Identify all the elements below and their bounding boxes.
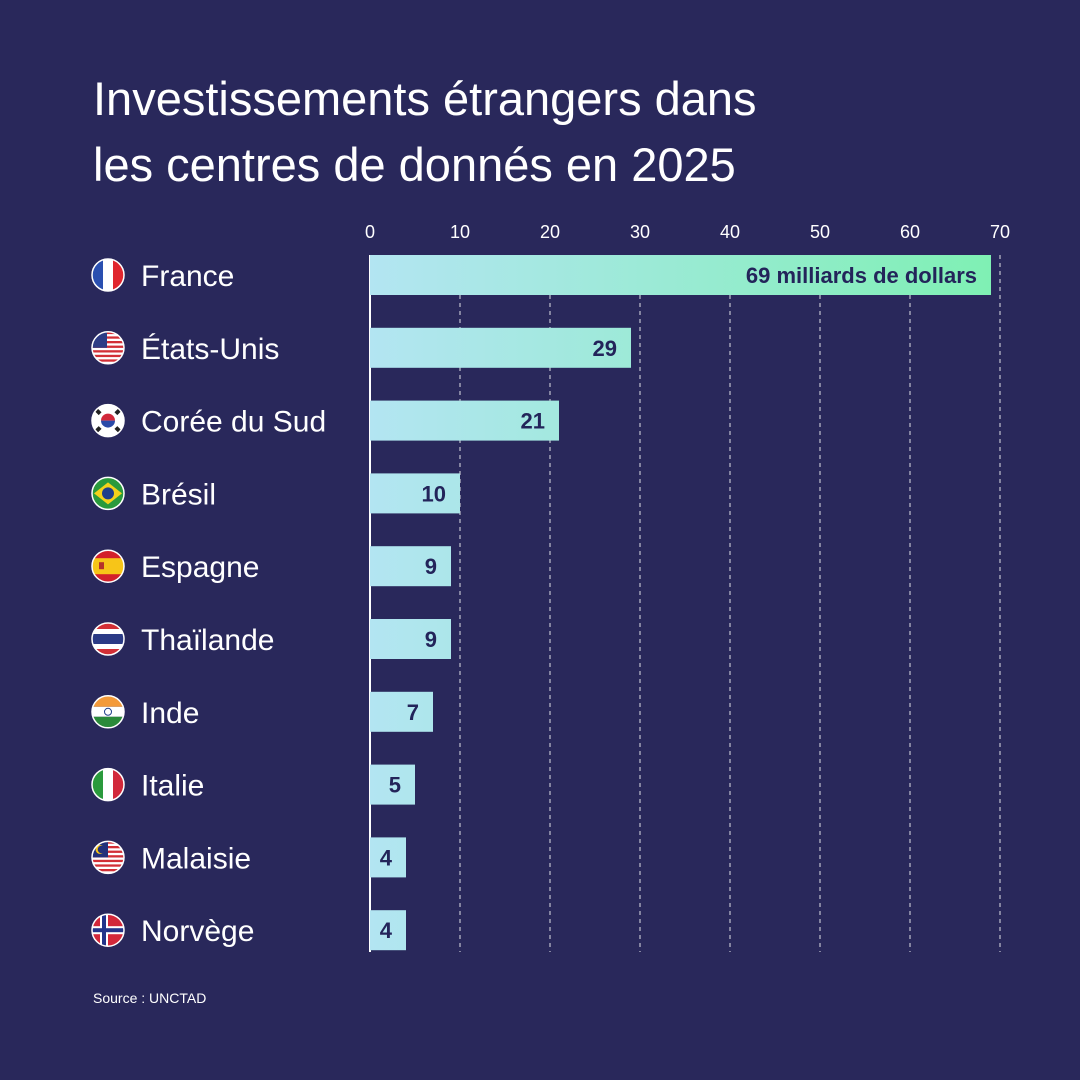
x-tick-label: 30	[630, 222, 650, 242]
india-flag-icon	[91, 695, 125, 729]
category-labels: France États-Unis Corée du Sud Brésil Espagn…	[91, 258, 326, 948]
usa-flag-icon	[91, 331, 125, 365]
x-tick-label: 10	[450, 222, 470, 242]
x-tick-label: 0	[365, 222, 375, 242]
category-label: Inde	[141, 697, 199, 730]
bar-norvege	[370, 910, 406, 951]
bar-espagne	[370, 546, 451, 587]
category-label: Brésil	[141, 478, 216, 511]
bar-france	[370, 255, 991, 295]
x-tick-label: 20	[540, 222, 560, 242]
grid-lines	[369, 255, 1001, 952]
bar-etats-unis	[370, 327, 631, 368]
category-label: États-Unis	[141, 333, 279, 366]
italy-flag-icon	[91, 767, 125, 802]
category-label: Thaïlande	[141, 624, 274, 657]
x-axis-ticks: 0 10 20 30 40 50 60 70	[365, 222, 1010, 242]
thailand-flag-icon	[91, 622, 125, 656]
x-tick-label: 70	[990, 222, 1010, 242]
brazil-flag-icon	[91, 476, 125, 511]
bar-value-label: 69 milliards de dollars	[746, 263, 977, 288]
bar-value-label: 9	[425, 554, 437, 579]
bar-value-label: 9	[425, 627, 437, 652]
france-flag-icon	[91, 258, 125, 292]
title-line-1: Investissements étrangers dans	[93, 72, 757, 125]
south-korea-flag-icon	[91, 403, 125, 438]
bar-value-label: 29	[593, 336, 617, 361]
category-label: Espagne	[141, 551, 259, 584]
norway-flag-icon	[91, 913, 125, 947]
chart-title: Investissements étrangers dans les centr…	[93, 66, 993, 198]
category-label: Corée du Sud	[141, 406, 326, 439]
x-tick-label: 60	[900, 222, 920, 242]
bar-coree-du-sud	[370, 400, 559, 441]
category-label: Italie	[141, 770, 204, 803]
bar-bresil	[370, 473, 460, 514]
bar-value-label: 7	[407, 700, 419, 725]
category-label: Norvège	[141, 915, 254, 948]
bar-value-label: 10	[422, 481, 446, 506]
x-tick-label: 40	[720, 222, 740, 242]
malaysia-flag-icon	[91, 840, 125, 875]
bar-value-label: 4	[380, 918, 393, 943]
bars: 69 milliards de dollars 29 21 10 9 9 7 5 4 4	[370, 255, 991, 951]
source-note: Source : UNCTAD	[93, 990, 207, 1006]
bar-malaisie	[370, 837, 406, 878]
bar-thailande	[370, 619, 451, 659]
title-line-2: les centres de donnés en 2025	[93, 138, 736, 191]
bar-inde	[370, 691, 433, 732]
bar-value-label: 21	[521, 409, 545, 434]
category-label: France	[141, 260, 234, 293]
bar-value-label: 4	[380, 845, 393, 870]
category-label: Malaisie	[141, 842, 251, 875]
bar-italie	[370, 764, 415, 805]
x-tick-label: 50	[810, 222, 830, 242]
bar-value-label: 5	[389, 773, 401, 798]
spain-flag-icon	[91, 549, 125, 583]
